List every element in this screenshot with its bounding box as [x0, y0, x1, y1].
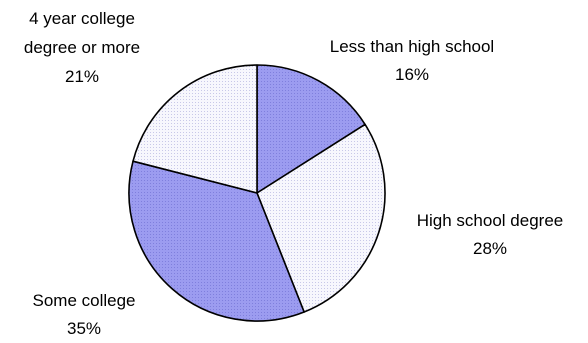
pie-slice-high-school-degree [256, 123, 386, 313]
pie-slice-4-year-college-degree-or-more [132, 64, 258, 194]
slice-value-text: 28% [473, 239, 507, 258]
pie-slice-less-than-high-school [256, 64, 366, 194]
slice-value-text: 16% [395, 65, 429, 84]
slice-label-4-year-college: 4 year college degree or more 21% [24, 9, 140, 86]
slice-label-text: Some college [32, 291, 135, 310]
slice-label-less-than-high-school: Less than high school 16% [330, 37, 494, 84]
slice-value-text: 35% [67, 319, 101, 338]
slice-label-high-school-degree: High school degree 28% [417, 211, 563, 258]
slice-label-text-line-2: degree or more [24, 38, 140, 57]
slice-label-text: Less than high school [330, 37, 494, 56]
pie-slices [128, 64, 386, 322]
pie-slice-some-college [128, 160, 305, 322]
slice-label-text-line-1: 4 year college [29, 9, 135, 28]
slice-label-text: High school degree [417, 211, 563, 230]
slice-label-some-college: Some college 35% [32, 291, 135, 338]
slice-value-text: 21% [65, 67, 99, 86]
